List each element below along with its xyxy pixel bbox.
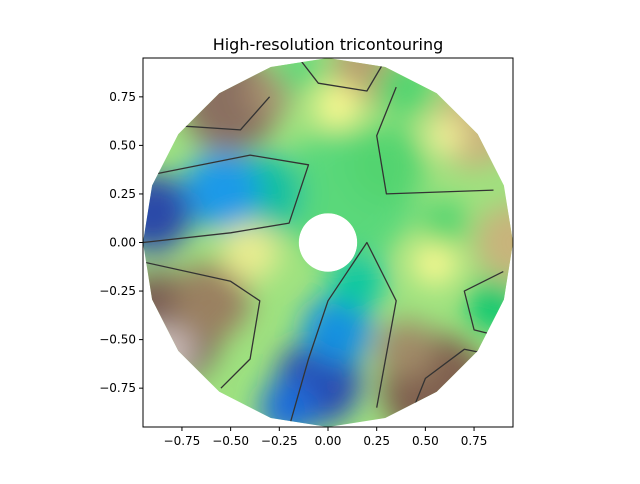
x-tick-label: 0.75 — [461, 434, 488, 448]
contour-line — [143, 154, 310, 244]
x-tick-label: 0.00 — [315, 434, 342, 448]
contour-region — [376, 320, 436, 379]
contour-region — [302, 294, 373, 365]
contour-region — [314, 83, 362, 130]
contour-region — [411, 238, 459, 286]
y-tick-label: 0.75 — [109, 90, 136, 104]
axes-frame — [142, 57, 514, 428]
contour-region — [143, 174, 192, 253]
contour-fill — [143, 58, 513, 427]
x-tick-label: 0.25 — [363, 434, 390, 448]
contour-line — [143, 261, 261, 389]
x-tick-label: −0.25 — [261, 434, 298, 448]
contour-region — [425, 116, 465, 156]
contour-region — [181, 151, 260, 230]
contour-region — [220, 223, 280, 282]
y-tick-label: 0.00 — [109, 236, 136, 250]
contour-region — [421, 199, 469, 247]
y-tick-label: −0.75 — [99, 381, 136, 395]
contour-region — [474, 203, 513, 282]
contour-line — [298, 58, 387, 92]
contour-region — [259, 378, 319, 427]
x-tick-label: −0.50 — [212, 434, 249, 448]
contour-region — [328, 252, 387, 311]
contour-line — [288, 241, 397, 427]
contour-region — [347, 125, 426, 204]
contour-region — [376, 58, 436, 117]
y-tick-label: −0.50 — [99, 333, 136, 347]
y-tick-label: −0.25 — [99, 284, 136, 298]
contour-region — [148, 325, 196, 373]
contour-line — [181, 96, 271, 131]
x-tick-label: −0.75 — [164, 434, 201, 448]
contour-line — [376, 86, 494, 195]
y-tick-label: 0.25 — [109, 187, 136, 201]
x-tick-label: 0.50 — [412, 434, 439, 448]
y-tick-label: 0.50 — [109, 138, 136, 152]
chart-title: High-resolution tricontouring — [213, 35, 444, 54]
contour-region — [275, 58, 323, 92]
